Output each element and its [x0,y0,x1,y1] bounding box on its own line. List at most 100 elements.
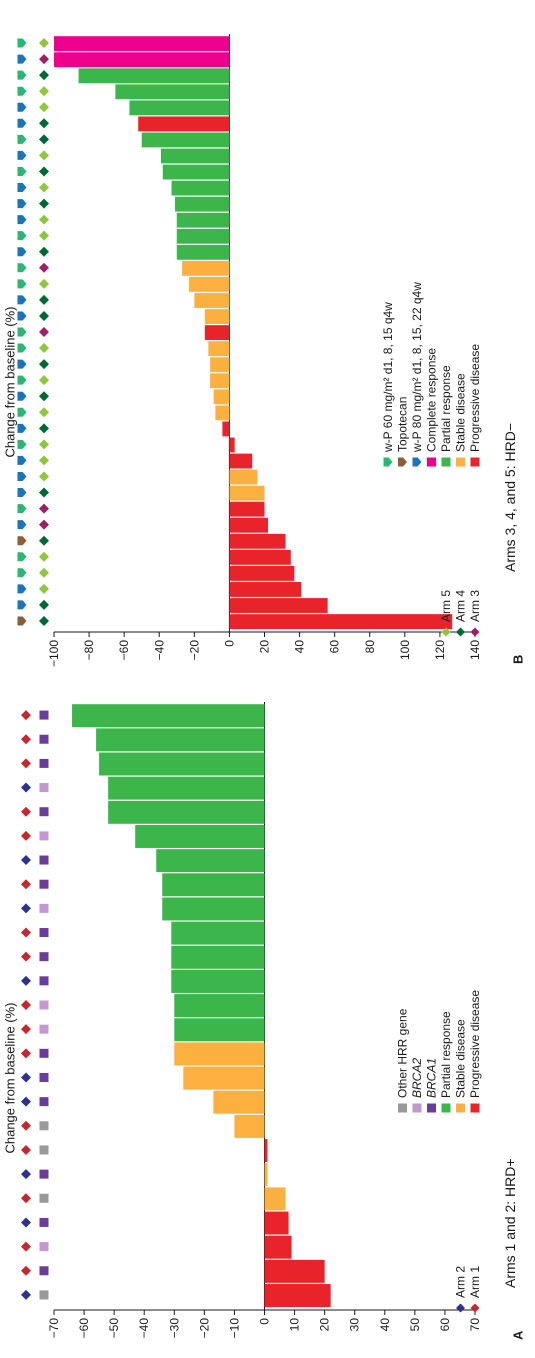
gene-marker [39,783,49,793]
legend-label: Stable disease [454,373,468,452]
arm-marker [39,198,49,209]
bar [176,244,230,260]
legend-label: Other HRR gene [396,1008,410,1098]
treatment-marker [17,38,27,48]
bar [129,100,230,116]
bar [210,357,230,373]
bar [141,132,230,148]
bar [210,373,230,389]
arm-marker [21,1072,31,1083]
arm-marker [39,375,49,386]
arm-marker [39,599,49,610]
bar [171,945,265,969]
legend-label: Progressive disease [468,344,482,452]
y-tick-label: 60 [438,1318,452,1332]
treatment-marker [17,616,27,626]
bar [229,614,453,629]
treatment-marker [17,102,27,112]
arm-marker [39,407,49,418]
arm-marker [39,70,49,81]
bar [176,228,230,244]
legend-label: Complete response [425,348,439,452]
bar [264,1235,292,1259]
gene-marker [39,1145,49,1155]
bar [204,325,230,341]
treatment-marker [17,584,27,594]
bar [175,196,230,212]
arm-marker [39,134,49,145]
gene-marker [39,1193,49,1203]
y-axis-label: Change from baseline (%) [3,1002,18,1153]
arm-marker [39,503,49,514]
bar [108,800,265,824]
arm-marker [39,423,49,434]
arm-marker [39,439,49,450]
treatment-marker [17,600,27,610]
treatment-marker [17,311,27,321]
treatment-marker [17,166,27,176]
bar [264,1139,268,1163]
treatment-marker [17,86,27,96]
y-tick-label: 60 [328,640,342,654]
legend-marker [470,1103,480,1113]
legend-marker [456,627,465,637]
bar [174,1018,265,1042]
y-tick-label: −20 [187,640,201,661]
gene-marker [39,855,49,865]
y-tick-label: −60 [77,1318,91,1339]
treatment-marker [17,391,27,401]
treatment-marker [17,375,27,385]
gene-marker [39,1121,49,1131]
treatment-marker [17,150,27,160]
bar [174,1042,265,1066]
arm-marker [21,758,31,769]
arm-marker [39,615,49,626]
legend-label: Arm 5 [439,590,453,622]
treatment-marker [17,327,27,337]
gene-marker [39,1048,49,1058]
legend-label: Stable disease [454,1019,468,1098]
bar [162,873,265,897]
legend-label: w-P 60 mg/m² d1, 8, 15 q4w [381,302,395,453]
bar [213,389,230,405]
bar [229,582,302,597]
treatment-marker [17,471,27,481]
legend-marker [441,627,451,637]
bar [138,116,230,132]
gene-marker [39,734,49,744]
treatment-marker [17,455,27,465]
treatment-marker [17,279,27,289]
arm-marker [21,1193,31,1204]
treatment-marker [17,504,27,514]
legend-label: Progressive disease [468,990,482,1098]
legend-label: Arm 2 [454,1266,468,1298]
arm-marker [39,455,49,466]
legend-label: Arm 4 [454,590,468,622]
y-tick-label: 30 [348,1318,362,1332]
y-tick-label: −70 [47,1318,61,1339]
gene-marker [39,976,49,986]
treatment-marker [17,520,27,530]
gene-marker [39,1097,49,1107]
bar [162,897,265,921]
arm-marker [39,150,49,161]
gene-marker [39,879,49,889]
gene-marker [39,831,49,841]
panel-b: B Change from baseline (%) 140 120 100 80 60 40… [3,34,526,667]
arm-marker [21,951,31,962]
treatment-marker [17,231,27,241]
gene-marker [39,758,49,768]
treatment-marker [17,568,27,578]
bar [229,598,328,613]
arm-marker [39,278,49,289]
treatment-marker [17,423,27,433]
treatment-marker [17,439,27,449]
arm-marker [21,782,31,793]
y-tick-label: 10 [288,1318,302,1332]
legend-marker [398,1103,407,1113]
arm-marker [39,230,49,241]
arm-marker [21,806,31,817]
legend-marker [383,457,393,467]
bar [264,1211,289,1235]
